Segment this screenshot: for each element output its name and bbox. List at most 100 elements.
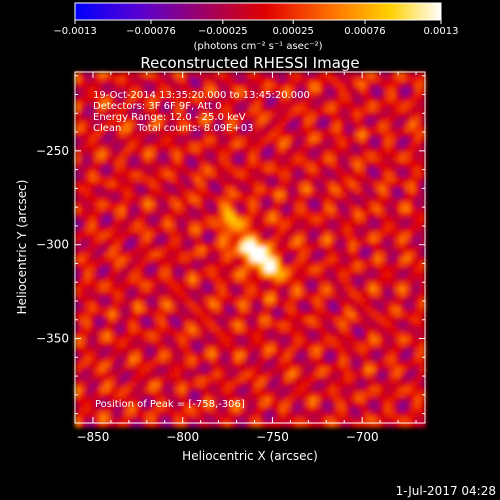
heatmap-cell [415,112,421,118]
heatmap-cell [285,257,291,263]
heatmap-cell [130,272,136,278]
heatmap-cell [295,377,301,383]
heatmap-cell [80,267,86,273]
heatmap-cell [285,72,291,78]
heatmap-cell [80,82,86,88]
heatmap-cell [325,272,331,278]
heatmap-cell [170,257,176,263]
heatmap-cell [265,137,271,143]
heatmap-cell [130,137,136,143]
heatmap-cell [220,197,226,203]
heatmap-cell [405,77,411,83]
heatmap-cell [320,417,326,423]
heatmap-cell [220,137,226,143]
heatmap-cell [400,297,406,303]
heatmap-cell [75,122,81,128]
heatmap-cell [80,402,86,408]
heatmap-cell [150,417,156,423]
heatmap-cell [305,382,311,388]
heatmap-cell [170,157,176,163]
heatmap-cell [80,392,86,398]
heatmap-cell [295,72,301,78]
heatmap-cell [260,82,266,88]
heatmap-cell [105,132,111,138]
heatmap-cell [220,357,226,363]
heatmap-cell [415,392,421,398]
heatmap-cell [405,312,411,318]
heatmap-cell [100,297,106,303]
heatmap-cell [285,237,291,243]
heatmap-cell [410,397,416,403]
heatmap-cell [100,417,106,423]
heatmap-cell [80,147,86,153]
heatmap-cell [415,132,421,138]
heatmap-cell [345,192,351,198]
heatmap-cell [165,377,171,383]
heatmap-cell [90,407,96,413]
heatmap-cell [420,232,426,238]
heatmap-cell [100,282,106,288]
heatmap-cell [265,327,271,333]
heatmap-cell [330,102,336,108]
heatmap-cell [325,172,331,178]
heatmap-cell [140,287,146,293]
heatmap-cell [230,317,236,323]
heatmap-cell [220,97,226,103]
heatmap-cell [140,222,146,228]
heatmap-cell [140,112,146,118]
heatmap-cell [270,87,276,93]
heatmap-cell [115,102,121,108]
heatmap-cell [105,317,111,323]
heatmap-cell [405,217,411,223]
heatmap-cell [405,107,411,113]
heatmap-cell [85,197,91,203]
heatmap-cell [105,102,111,108]
heatmap-cell [105,172,111,178]
heatmap-cell [165,217,171,223]
heatmap-cell [175,272,181,278]
heatmap-cell [290,177,296,183]
heatmap-cell [110,372,116,378]
heatmap-cell [325,207,331,213]
heatmap-cell [225,137,231,143]
heatmap-cell [245,72,251,78]
heatmap-cell [115,237,121,243]
heatmap-cell [150,162,156,168]
heatmap-cell [285,152,291,158]
heatmap-cell [225,257,231,263]
heatmap-cell [335,217,341,223]
heatmap-cell [190,342,196,348]
heatmap-cell [385,332,391,338]
heatmap-cell [325,237,331,243]
heatmap-cell [105,357,111,363]
heatmap-cell [265,182,271,188]
heatmap-cell [295,167,301,173]
heatmap-cell [125,137,131,143]
heatmap-cell [305,132,311,138]
heatmap-cell [130,352,136,358]
heatmap-cell [305,152,311,158]
heatmap-cell [185,122,191,128]
heatmap-cell [405,317,411,323]
heatmap-cell [85,157,91,163]
heatmap-cell [395,197,401,203]
heatmap-cell [400,187,406,193]
heatmap-cell [340,412,346,418]
heatmap-cell [210,72,216,78]
heatmap-cell [415,307,421,313]
heatmap-cell [110,157,116,163]
heatmap-cell [280,92,286,98]
heatmap-cell [375,407,381,413]
heatmap-cell [270,82,276,88]
heatmap-cell [405,147,411,153]
heatmap-cell [240,237,246,243]
heatmap-cell [260,402,266,408]
heatmap-cell [155,407,161,413]
heatmap-cell [355,367,361,373]
heatmap-cell [130,157,136,163]
heatmap-cell [345,162,351,168]
heatmap-cell [150,177,156,183]
heatmap-cell [110,392,116,398]
heatmap-cell [150,127,156,133]
heatmap-cell [230,417,236,423]
